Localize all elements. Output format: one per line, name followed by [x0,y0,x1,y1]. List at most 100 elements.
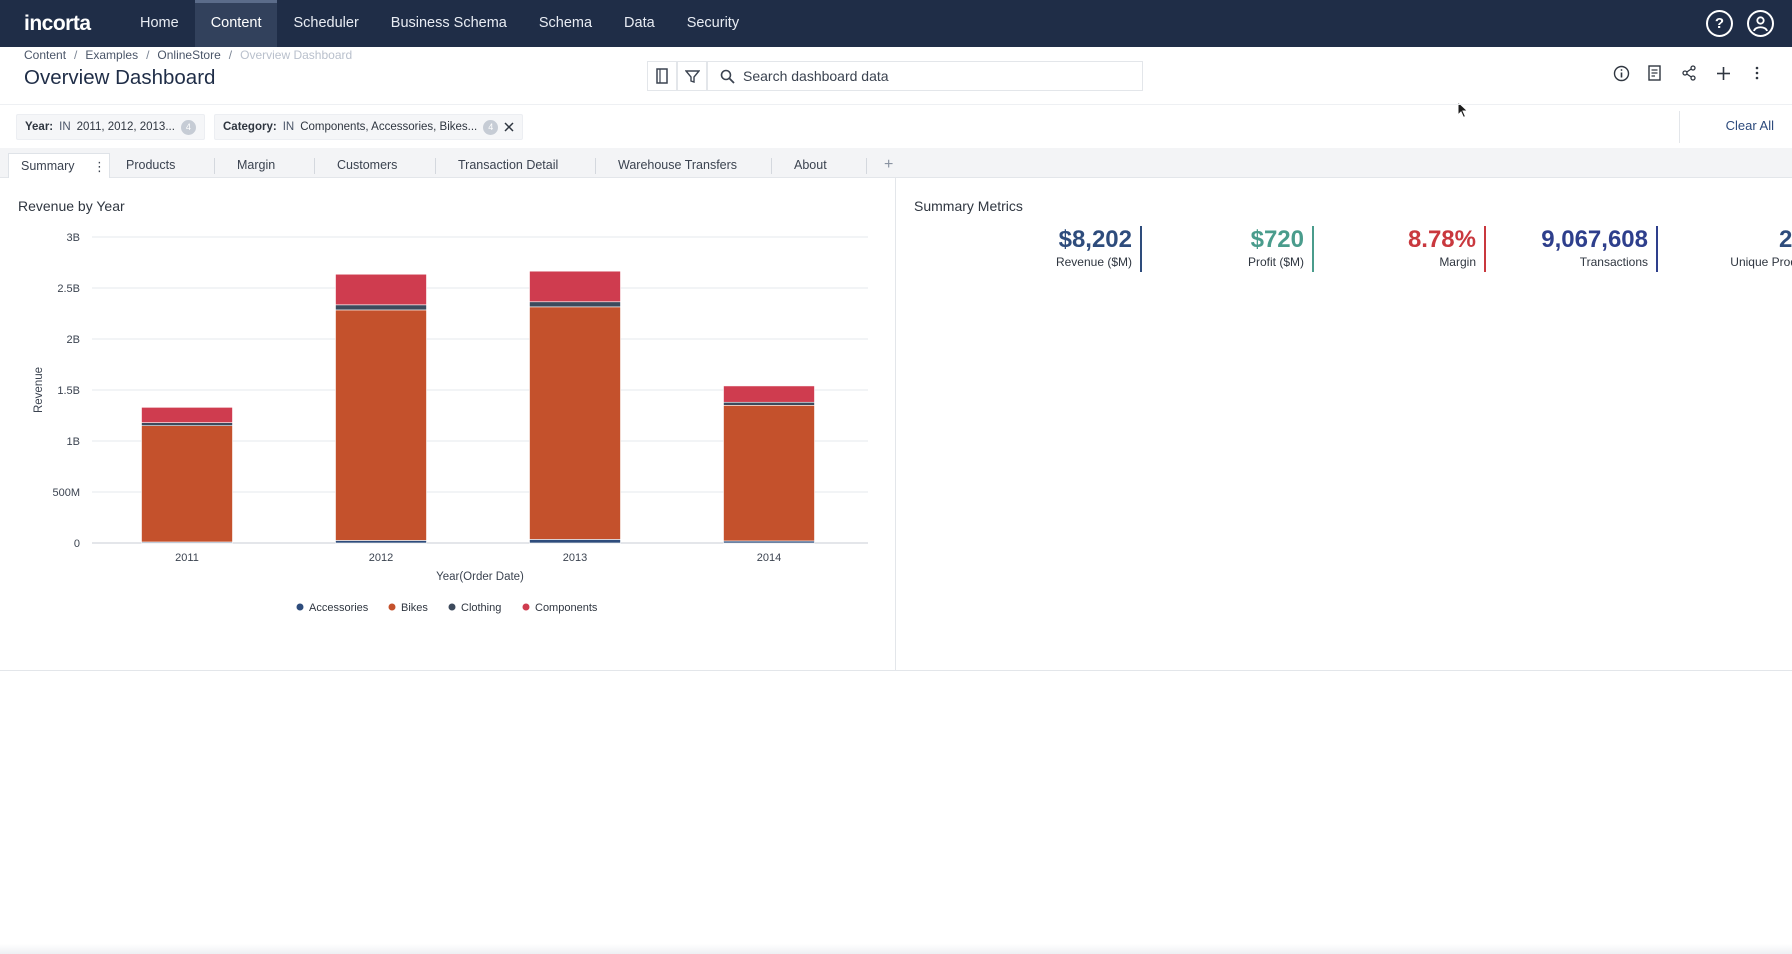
bar-segment [335,309,427,541]
y-axis-label: Revenue [33,367,45,413]
user-icon[interactable] [1747,10,1774,37]
breadcrumb-content[interactable]: Content [24,48,67,62]
divider [866,158,867,174]
search-box [707,61,1143,91]
report-icon[interactable] [1646,64,1664,82]
divider [1679,111,1680,143]
help-icon[interactable]: ? [1706,10,1733,37]
revenue-bar-chart: 0 500M 1B 1.5B 2B 2.5B 3B Revenue 2011 2012 2013 20… [33,232,868,614]
search-icon [720,69,735,84]
panel-title: Revenue by Year [18,198,125,214]
kpi-unique-products: 295 Unique Products [1673,226,1792,272]
breadcrumb-separator: / [74,48,78,62]
kpi-label: Revenue ($M) [1055,255,1132,269]
bar-segment [141,407,233,423]
nav-item-business-schema[interactable]: Business Schema [390,15,507,31]
filter-chip-year[interactable]: Year: IN 2011, 2012, 2013... 4 [16,114,205,140]
filter-operator: IN [59,121,71,133]
x-tick-label: 2013 [563,552,587,564]
divider [214,158,215,174]
filter-count-badge: 4 [483,119,499,135]
nav-item-home[interactable]: Home [140,15,179,31]
y-tick-label: 0 [74,538,80,550]
divider [435,158,436,174]
bar-segment [529,539,621,544]
kpi-revenue: $8,202 Revenue ($M) [986,226,1142,272]
bar-segment [335,304,427,311]
bar-segment [529,270,621,303]
dashboard-tab-bar: Summary ⋮ Products Margin Customers Tran… [0,148,1792,178]
kpi-label: Margin [1439,255,1476,269]
bookmark-icon[interactable] [647,61,677,91]
bar-segment [723,401,815,406]
info-icon[interactable] [1612,64,1630,82]
breadcrumb-separator: / [146,48,150,62]
tab-products[interactable]: Products [126,158,176,172]
breadcrumb: Content / Examples / OnlineStore / Overv… [24,48,352,62]
tab-warehouse-transfers[interactable]: Warehouse Transfers [618,158,738,172]
breadcrumb-onlinestore[interactable]: OnlineStore [157,48,221,62]
filter-chip-category[interactable]: Category: IN Components, Accessories, Bi… [214,114,524,140]
bar-segment [529,306,621,540]
share-icon[interactable] [1680,64,1698,82]
search-input[interactable] [743,68,1123,84]
breadcrumb-separator: / [228,48,233,62]
legend-label: Clothing [461,602,501,614]
bar-segment [141,422,233,426]
nav-item-schema[interactable]: Schema [538,15,593,31]
page-title: Overview Dashboard [24,66,216,89]
legend-marker [522,603,530,611]
add-tab-icon[interactable]: + [884,156,894,173]
y-tick-label: 3B [67,232,80,244]
tab-label: Summary [21,159,75,173]
legend-label: Bikes [401,602,428,614]
filter-field: Year: [25,121,54,133]
divider [771,158,772,174]
tab-menu-icon[interactable]: ⋮ [93,159,106,174]
bar-segment [723,385,815,403]
bar-segment [335,540,427,544]
legend-label: Accessories [309,602,369,614]
bar-segment [335,273,427,306]
y-tick-label: 1B [67,436,80,448]
plus-icon[interactable] [1714,64,1732,82]
nav-item-scheduler[interactable]: Scheduler [293,15,359,31]
x-tick-label: 2011 [175,552,199,564]
nav-item-content[interactable]: Content [194,0,278,47]
tab-transaction-detail[interactable]: Transaction Detail [458,158,559,172]
filter-count-badge: 4 [180,119,196,135]
nav-item-data[interactable]: Data [624,15,655,31]
legend-label: Components [535,602,598,614]
legend-marker [448,603,456,611]
kpi-profit: $720 Profit ($M) [1158,226,1314,272]
kpi-label: Transactions [1579,255,1648,269]
filter-field: Category: [223,121,277,133]
filter-icon[interactable] [677,61,707,91]
tab-about[interactable]: About [794,158,827,172]
header-actions [1612,64,1766,82]
clear-all-link[interactable]: Clear All [1725,118,1774,133]
kpi-row: $8,202 Revenue ($M) $720 Profit ($M) 8.7… [896,226,1792,276]
page-bottom-edge [0,944,1792,954]
incorta-logo[interactable]: incorta [24,12,91,35]
tab-margin[interactable]: Margin [237,158,276,172]
kpi-value: 295 [1778,226,1792,253]
filter-values: 2011, 2012, 2013... [76,121,175,133]
divider [314,158,315,174]
bar-segment [723,405,815,542]
legend-marker [388,603,396,611]
y-tick-label: 2B [67,334,80,346]
tab-customers[interactable]: Customers [337,158,398,172]
more-icon[interactable] [1748,64,1766,82]
filter-bar: Year: IN 2011, 2012, 2013... 4 Category:… [0,104,1792,148]
kpi-margin: 8.78% Margin [1330,226,1486,272]
kpi-value: 8.78% [1407,226,1476,253]
nav-item-security[interactable]: Security [686,15,740,31]
kpi-label: Profit ($M) [1247,255,1304,269]
bar-segment [141,425,233,543]
breadcrumb-examples[interactable]: Examples [85,48,139,62]
close-icon[interactable] [504,122,514,132]
tab-summary[interactable]: Summary [8,153,110,178]
y-tick-label: 2.5B [57,283,80,295]
y-tick-label: 1.5B [57,385,80,397]
